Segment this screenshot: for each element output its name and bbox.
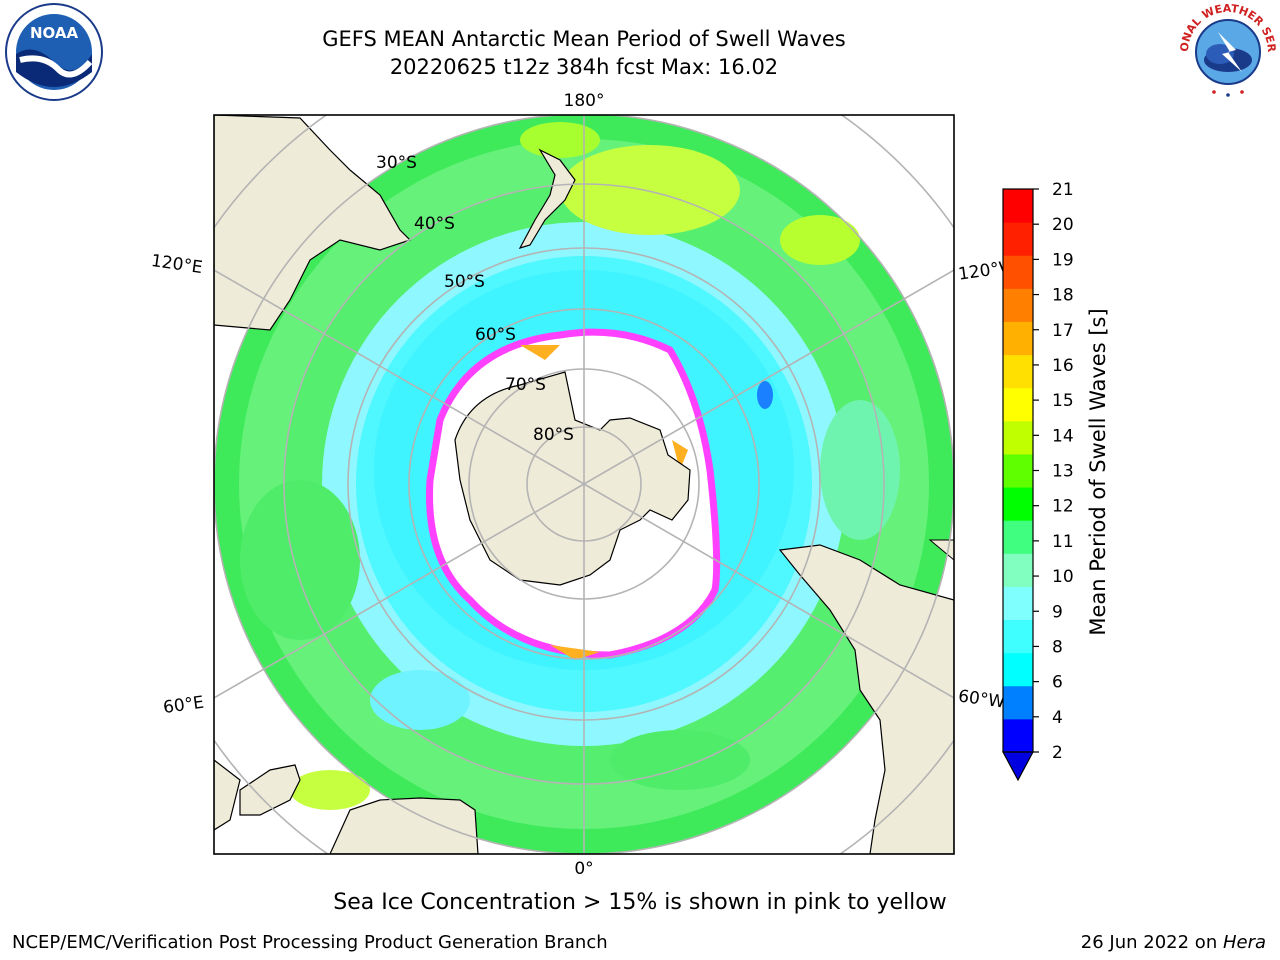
colorbar-swatch (1003, 685, 1033, 720)
colorbar-label: Mean Period of Swell Waves [s] (1086, 308, 1110, 635)
colorbar: 21 20 19 18 17 16 15 14 13 12 11 10 9 8 6 4 2 (1001, 180, 1074, 782)
colorbar-extend-arrow (1001, 751, 1035, 782)
colorbar-swatch (1003, 189, 1033, 223)
colorbar-swatch (1003, 619, 1033, 654)
colorbar-swatch (1003, 453, 1033, 488)
map-frame (213, 114, 955, 855)
chart-title: GEFS MEAN Antarctic Mean Period of Swell… (322, 27, 846, 51)
lat-label-70s: 70°S (505, 375, 546, 395)
colorbar-swatch (1003, 387, 1033, 422)
colorbar-swatch (1003, 321, 1033, 356)
antarctica-land (454, 371, 691, 586)
footer-date: 26 Jun 2022 on Hera (1081, 932, 1266, 953)
lat-label-50s: 50°S (444, 272, 485, 292)
colorbar-tick-label: 8 (1052, 637, 1063, 657)
chart-subtitle: 20220625 t12z 384h fcst Max: 16.02 (389, 55, 779, 79)
footer-machine: Hera (1222, 932, 1266, 953)
colorbar-tick-label: 2 (1052, 743, 1063, 763)
colorbar-tick-label: 9 (1052, 602, 1063, 622)
southern-africa-edge (214, 759, 241, 831)
colorbar-tick-label: 13 (1052, 462, 1074, 482)
colorbar-swatch (1003, 420, 1033, 455)
lat-label-40s: 40°S (414, 214, 455, 234)
lon-label-60w: 60°W (957, 686, 1006, 712)
footer-date-text: 26 Jun 2022 on (1080, 932, 1223, 953)
colorbar-tick-label: 16 (1052, 356, 1074, 376)
colorbar-tick-label: 6 (1052, 673, 1063, 693)
colorbar-tick-label: 19 (1052, 250, 1074, 270)
colorbar-swatch (1003, 586, 1033, 621)
colorbar-tick-label: 4 (1052, 708, 1063, 728)
africa-land (329, 797, 479, 854)
colorbar-tick-label: 10 (1052, 567, 1074, 587)
colorbar-swatch (1003, 288, 1033, 322)
colorbar-tick-label: 11 (1052, 532, 1074, 552)
graticule (214, 115, 954, 854)
colorbar-swatch (1003, 487, 1033, 521)
lon-label-0: 0° (574, 859, 593, 879)
south-america-land (778, 544, 954, 854)
colorbar-tick-label: 14 (1052, 426, 1074, 446)
ne-corner-land (928, 539, 954, 561)
nws-logo-icon: NATIONAL WEATHER SERVICE (1178, 2, 1278, 100)
lon-label-180: 180° (564, 91, 605, 111)
colorbar-tick-label: 17 (1052, 321, 1074, 341)
colorbar-tick-label: 21 (1052, 180, 1074, 200)
colorbar-tick-label: 12 (1052, 497, 1074, 517)
colorbar-swatch (1003, 553, 1033, 587)
colorbar-swatch (1003, 520, 1033, 554)
madagascar-land (239, 764, 301, 816)
colorbar-swatch (1003, 222, 1033, 256)
lat-label-30s: 30°S (376, 153, 417, 173)
colorbar-swatch (1003, 718, 1033, 753)
lon-label-120e: 120°E (150, 251, 204, 278)
lon-label-60e: 60°E (162, 693, 205, 718)
lat-label-80s: 80°S (533, 425, 574, 445)
colorbar-swatch (1003, 354, 1033, 389)
lat-label-60s: 60°S (475, 325, 516, 345)
colorbar-tick-label: 20 (1052, 215, 1074, 235)
new-zealand-land (518, 148, 576, 249)
colorbar-tick-label: 15 (1052, 391, 1074, 411)
noaa-logo-icon: NOAA (5, 3, 103, 101)
svg-text:NOAA: NOAA (30, 24, 79, 42)
colorbar-swatch (1003, 255, 1033, 289)
colorbar-tick-label: 18 (1052, 286, 1074, 306)
colorbar-swatch (1003, 652, 1033, 687)
footer-credit: NCEP/EMC/Verification Post Processing Pr… (12, 932, 608, 953)
caption: Sea Ice Concentration > 15% is shown in … (333, 890, 947, 915)
